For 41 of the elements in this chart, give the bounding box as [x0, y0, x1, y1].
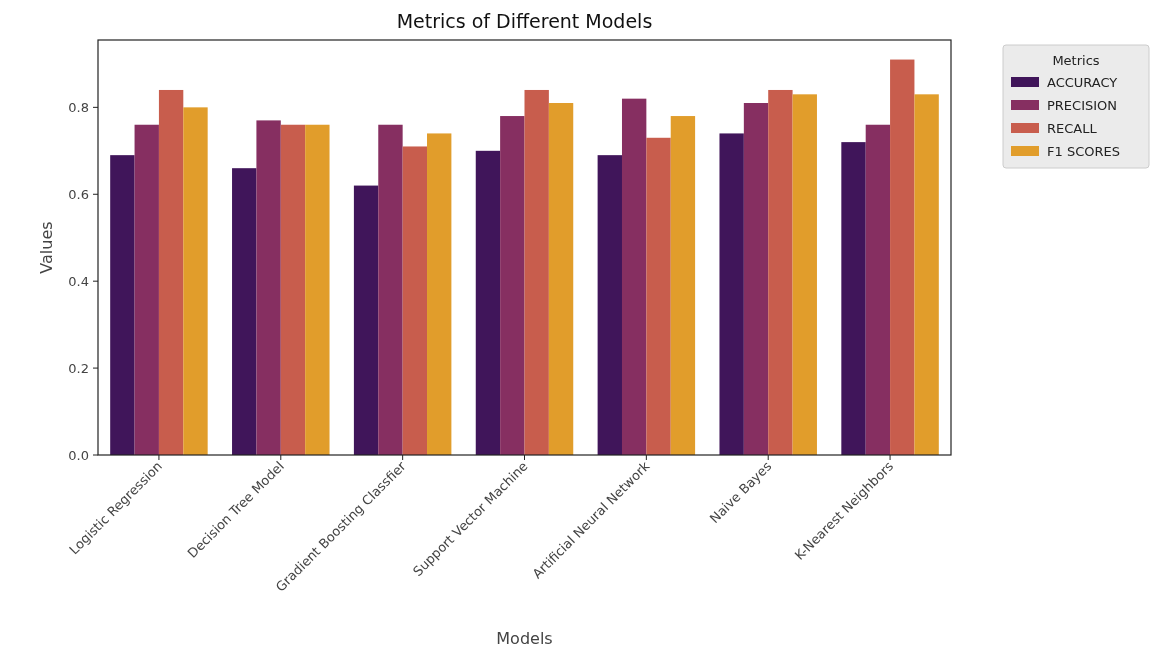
- legend-label: PRECISION: [1047, 97, 1118, 113]
- bar: [134, 124, 159, 455]
- bar: [232, 168, 257, 455]
- bar: [914, 94, 939, 455]
- legend-title: Metrics: [1052, 53, 1100, 68]
- bar: [110, 155, 135, 455]
- bar: [183, 107, 208, 455]
- bar: [670, 116, 696, 455]
- x-axis-title: Models: [496, 629, 553, 648]
- bar: [427, 133, 452, 455]
- bar: [792, 94, 817, 455]
- bar: [841, 142, 866, 455]
- y-tick-label: 0.8: [68, 99, 89, 115]
- y-tick-label: 0.6: [68, 186, 89, 202]
- bar: [475, 150, 501, 455]
- bar: [719, 133, 744, 455]
- bar: [890, 59, 915, 455]
- bar: [646, 137, 671, 455]
- bar: [305, 124, 330, 455]
- bar: [597, 155, 622, 455]
- y-tick-label: 0.4: [68, 273, 89, 289]
- y-tick-label: 0.2: [68, 360, 89, 376]
- bar: [256, 120, 281, 455]
- chart-title: Metrics of Different Models: [396, 10, 653, 32]
- bar: [280, 124, 306, 455]
- bar: [768, 89, 793, 455]
- y-axis-title: Values: [37, 221, 56, 274]
- bar: [524, 89, 549, 455]
- bar: [378, 124, 403, 455]
- legend-label: F1 SCORES: [1047, 143, 1120, 159]
- bar: [500, 116, 525, 455]
- bar: [353, 185, 379, 455]
- legend-label: ACCURACY: [1047, 74, 1118, 90]
- bar: [548, 103, 574, 455]
- bar: [402, 146, 428, 455]
- legend-label: RECALL: [1047, 120, 1098, 136]
- bar: [865, 124, 891, 455]
- y-tick-label: 0.0: [68, 447, 89, 463]
- bar: [743, 103, 769, 455]
- bar: [158, 89, 184, 455]
- bar: [621, 98, 647, 455]
